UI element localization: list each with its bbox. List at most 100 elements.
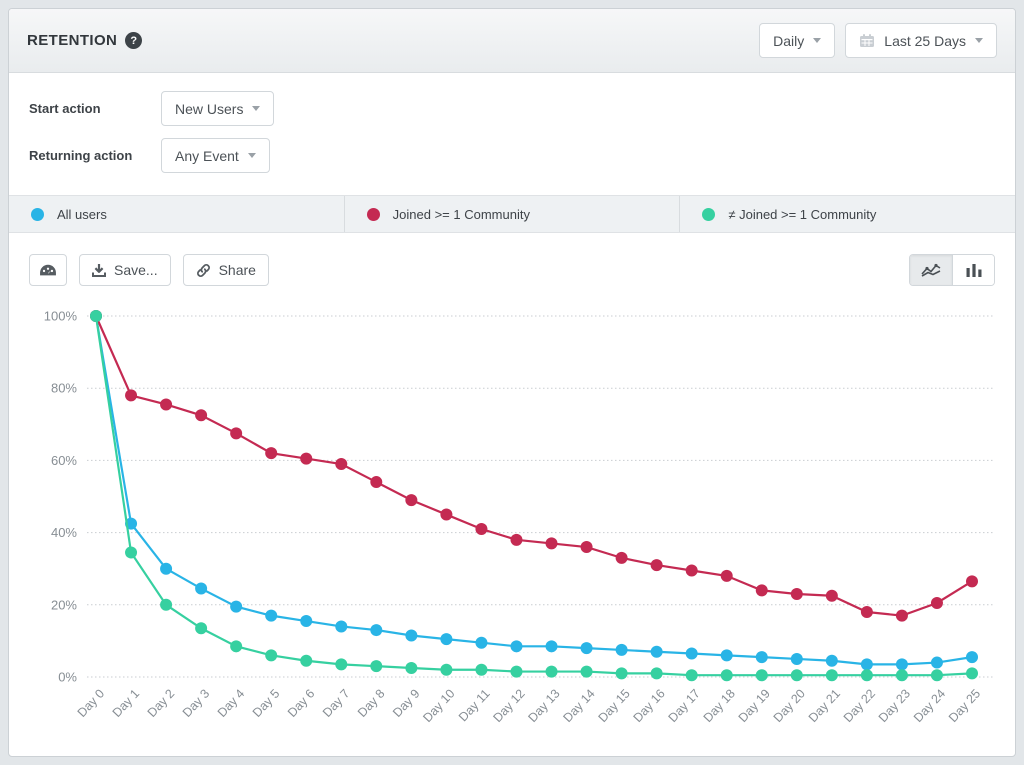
data-point[interactable] <box>790 669 803 682</box>
data-point[interactable] <box>195 409 208 422</box>
data-point[interactable] <box>755 669 768 682</box>
x-axis-tick-label: Day 17 <box>666 686 703 725</box>
data-point[interactable] <box>650 645 663 658</box>
data-point[interactable] <box>125 546 138 559</box>
data-point[interactable] <box>685 564 698 577</box>
report-header: RETENTION ? Daily <box>9 9 1015 73</box>
chart-type-toggle <box>909 254 995 286</box>
data-point[interactable] <box>160 398 173 411</box>
data-point[interactable] <box>475 522 488 535</box>
data-point[interactable] <box>720 569 733 582</box>
data-point[interactable] <box>510 665 523 678</box>
data-point[interactable] <box>930 656 943 669</box>
data-point[interactable] <box>930 669 943 682</box>
data-point[interactable] <box>370 660 383 673</box>
data-point[interactable] <box>650 559 663 572</box>
granularity-dropdown[interactable]: Daily <box>759 23 836 58</box>
calendar-icon <box>859 33 875 48</box>
data-point[interactable] <box>300 452 313 465</box>
data-point[interactable] <box>685 669 698 682</box>
data-point[interactable] <box>90 310 102 322</box>
share-button[interactable]: Share <box>182 254 269 286</box>
line-chart-toggle[interactable] <box>910 255 952 285</box>
data-point[interactable] <box>825 669 838 682</box>
date-range-dropdown[interactable]: Last 25 Days <box>845 23 997 58</box>
data-point[interactable] <box>545 665 558 678</box>
data-point[interactable] <box>580 541 593 554</box>
data-point[interactable] <box>790 652 803 665</box>
data-point[interactable] <box>895 658 908 671</box>
data-point[interactable] <box>370 624 383 637</box>
data-point[interactable] <box>580 642 593 655</box>
data-point[interactable] <box>230 427 243 440</box>
data-point[interactable] <box>615 643 628 656</box>
data-point[interactable] <box>195 622 208 635</box>
data-point[interactable] <box>405 661 418 674</box>
legend-item-joined-community[interactable]: Joined >= 1 Community <box>343 196 680 232</box>
line-chart-icon <box>921 263 941 277</box>
data-point[interactable] <box>966 575 978 588</box>
data-point[interactable] <box>966 651 978 664</box>
bar-chart-toggle[interactable] <box>952 255 994 285</box>
data-point[interactable] <box>790 587 803 600</box>
returning-action-dropdown[interactable]: Any Event <box>161 138 270 173</box>
data-point[interactable] <box>440 508 453 521</box>
data-point[interactable] <box>195 582 208 595</box>
data-point[interactable] <box>335 620 348 633</box>
data-point[interactable] <box>755 584 768 597</box>
data-point[interactable] <box>370 476 383 489</box>
data-point[interactable] <box>966 667 978 680</box>
data-point[interactable] <box>930 596 943 609</box>
data-point[interactable] <box>720 669 733 682</box>
y-axis-tick-label: 40% <box>51 525 77 540</box>
data-point[interactable] <box>615 667 628 680</box>
add-to-dashboard-button[interactable] <box>29 254 67 286</box>
data-point[interactable] <box>440 663 453 676</box>
data-point[interactable] <box>265 649 278 662</box>
data-point[interactable] <box>825 654 838 667</box>
x-axis-tick-label: Day 16 <box>631 686 668 725</box>
data-point[interactable] <box>405 494 418 507</box>
data-point[interactable] <box>475 663 488 676</box>
data-point[interactable] <box>545 537 558 550</box>
data-point[interactable] <box>440 633 453 646</box>
data-point[interactable] <box>685 647 698 660</box>
data-point[interactable] <box>475 636 488 649</box>
x-axis-tick-label: Day 22 <box>841 686 878 725</box>
data-point[interactable] <box>335 458 348 471</box>
start-action-dropdown[interactable]: New Users <box>161 91 275 126</box>
data-point[interactable] <box>545 640 558 653</box>
data-point[interactable] <box>860 606 873 619</box>
data-point[interactable] <box>860 658 873 671</box>
data-point[interactable] <box>860 669 873 682</box>
legend-item-all-users[interactable]: All users <box>9 196 344 232</box>
data-point[interactable] <box>160 562 173 575</box>
data-point[interactable] <box>300 615 313 628</box>
legend-item-not-joined-community[interactable]: ≠ Joined >= 1 Community <box>679 196 1015 232</box>
data-point[interactable] <box>230 640 243 653</box>
data-point[interactable] <box>510 533 523 546</box>
data-point[interactable] <box>265 609 278 622</box>
chevron-down-icon <box>252 106 261 111</box>
data-point[interactable] <box>650 667 663 680</box>
data-point[interactable] <box>265 447 278 460</box>
data-point[interactable] <box>825 589 838 602</box>
returning-action-label: Returning action <box>29 148 133 163</box>
data-point[interactable] <box>580 665 593 678</box>
data-point[interactable] <box>720 649 733 662</box>
data-point[interactable] <box>405 629 418 642</box>
data-point[interactable] <box>125 389 138 402</box>
x-axis-tick-label: Day 1 <box>110 686 143 719</box>
data-point[interactable] <box>510 640 523 653</box>
save-button[interactable]: Save... <box>79 254 171 286</box>
data-point[interactable] <box>895 669 908 682</box>
data-point[interactable] <box>615 551 628 564</box>
data-point[interactable] <box>335 658 348 671</box>
data-point[interactable] <box>755 651 768 664</box>
data-point[interactable] <box>160 598 173 611</box>
data-point[interactable] <box>300 654 313 667</box>
help-icon[interactable]: ? <box>125 32 143 49</box>
data-point[interactable] <box>895 609 908 622</box>
data-point[interactable] <box>230 600 243 613</box>
save-label: Save... <box>114 262 158 278</box>
